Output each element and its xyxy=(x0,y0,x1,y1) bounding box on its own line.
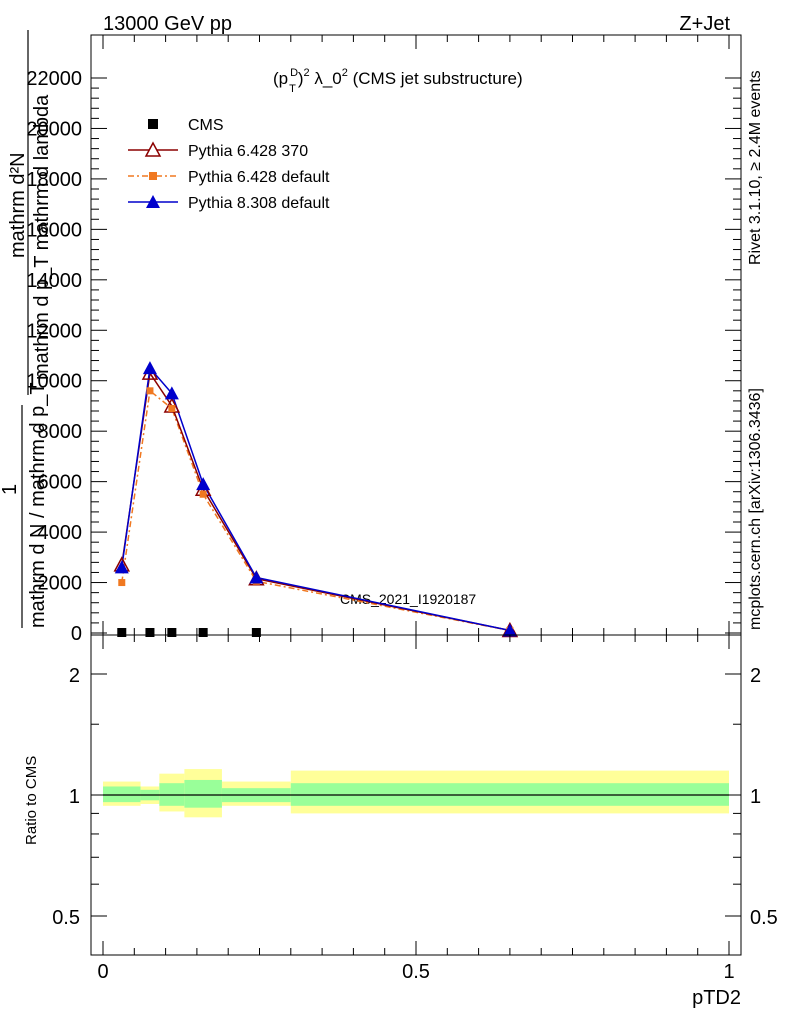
point-py8-default xyxy=(502,623,517,637)
main-y-tick-label: 12000 xyxy=(26,320,82,342)
header-process: Z+Jet xyxy=(679,13,730,35)
ratio-y-tick-label: 0.5 xyxy=(52,907,80,929)
point-cms xyxy=(145,628,155,637)
ratio-y-tick-label-right: 1 xyxy=(750,786,761,808)
ratio-x-label: pTD2 xyxy=(692,987,741,1009)
main-y-tick-label: 10000 xyxy=(26,371,82,393)
chart-title: (p D T)2 λ_02 (CMS jet substructure) xyxy=(273,67,523,95)
main-y-tick-label: 4000 xyxy=(38,522,83,544)
mcplots-label: mcplots.cern.ch [arXiv:1306.3436] xyxy=(747,388,764,630)
ratio-x-tick-label: 1 xyxy=(723,961,734,983)
legend-py6-370-marker xyxy=(144,141,162,157)
main-y-tick-label: 16000 xyxy=(26,219,82,241)
ratio-y-tick-label: 1 xyxy=(69,786,80,808)
point-py8-default xyxy=(249,570,264,584)
point-py6-default xyxy=(199,490,207,498)
ratio-y-tick-label-right: 2 xyxy=(750,665,761,687)
series-line-py6-default xyxy=(121,389,511,632)
main-y-tick-label: 8000 xyxy=(38,421,83,443)
legend-py6-370-label: Pythia 6.428 370 xyxy=(188,143,308,160)
main-y-tick-label: 20000 xyxy=(26,118,82,140)
point-cms xyxy=(167,628,177,637)
svg-text:(pDT)2 λ_02 (CMS jet substruct: (p D T)2 λ_02 (CMS jet substructure) xyxy=(273,67,523,95)
legend-py6-default-label: Pythia 6.428 default xyxy=(188,169,330,186)
ratio-y-tick-label-right: 0.5 xyxy=(750,907,778,929)
header-energy: 13000 GeV pp xyxy=(103,13,232,35)
main-y-tick-label: 22000 xyxy=(26,68,82,90)
point-py8-default xyxy=(114,560,129,574)
legend-py8-default-label: Pythia 8.308 default xyxy=(188,195,330,212)
legend-py6-default-marker xyxy=(149,172,157,180)
ratio-y-tick-label: 2 xyxy=(69,665,80,687)
point-py8-default xyxy=(142,361,157,375)
main-y-tick-label: 14000 xyxy=(26,270,82,292)
y-label-dN: mathrm d N / mathrm d p_T xyxy=(27,382,49,628)
ratio-band-layer xyxy=(103,769,729,818)
point-py6-default xyxy=(168,404,176,412)
ratio-y-label: Ratio to CMS xyxy=(23,756,40,845)
point-py8-default xyxy=(164,386,179,400)
ratio-x-tick-label: 0.5 xyxy=(402,961,430,983)
point-cms xyxy=(117,628,127,637)
main-series-layer xyxy=(113,361,519,638)
legend-cms-label: CMS xyxy=(188,117,224,134)
point-cms xyxy=(198,628,208,637)
point-cms xyxy=(251,628,261,637)
legend: CMS Pythia 6.428 370 Pythia 6.428 defaul… xyxy=(128,117,330,212)
main-y-axis: 0 2000 4000 6000 8000 10000 12000 14000 16000 180… xyxy=(26,35,741,645)
point-py8-default xyxy=(196,477,211,491)
main-y-label: mathrm d²N mathrm d p_T mathrm d lambda … xyxy=(0,30,53,628)
y-label-one: 1 xyxy=(0,484,21,495)
ratio-x-tick-label: 0 xyxy=(97,961,108,983)
main-y-tick-label: 0 xyxy=(71,623,82,645)
main-y-tick-label: 18000 xyxy=(26,169,82,191)
rivet-label: Rivet 3.1.10, ≥ 2.4M events xyxy=(747,70,764,265)
ratio-band-green xyxy=(103,786,141,803)
legend-cms-marker xyxy=(148,119,158,129)
legend-py8-default-marker xyxy=(146,195,160,208)
ratio-band-green xyxy=(184,779,222,808)
point-py6-default xyxy=(146,387,154,395)
main-y-tick-label: 2000 xyxy=(38,573,83,595)
y-label-top: mathrm d²N xyxy=(7,152,29,258)
series-line-py8-default xyxy=(121,366,511,632)
y-label-bottom: mathrm d p_T mathrm d lambda xyxy=(31,94,53,380)
ratio-axes: 0.5 0.5 1 1 2 2 0 0.5 1 xyxy=(52,635,778,983)
main-y-tick-label: 6000 xyxy=(38,472,83,494)
point-py6-default xyxy=(118,579,126,587)
